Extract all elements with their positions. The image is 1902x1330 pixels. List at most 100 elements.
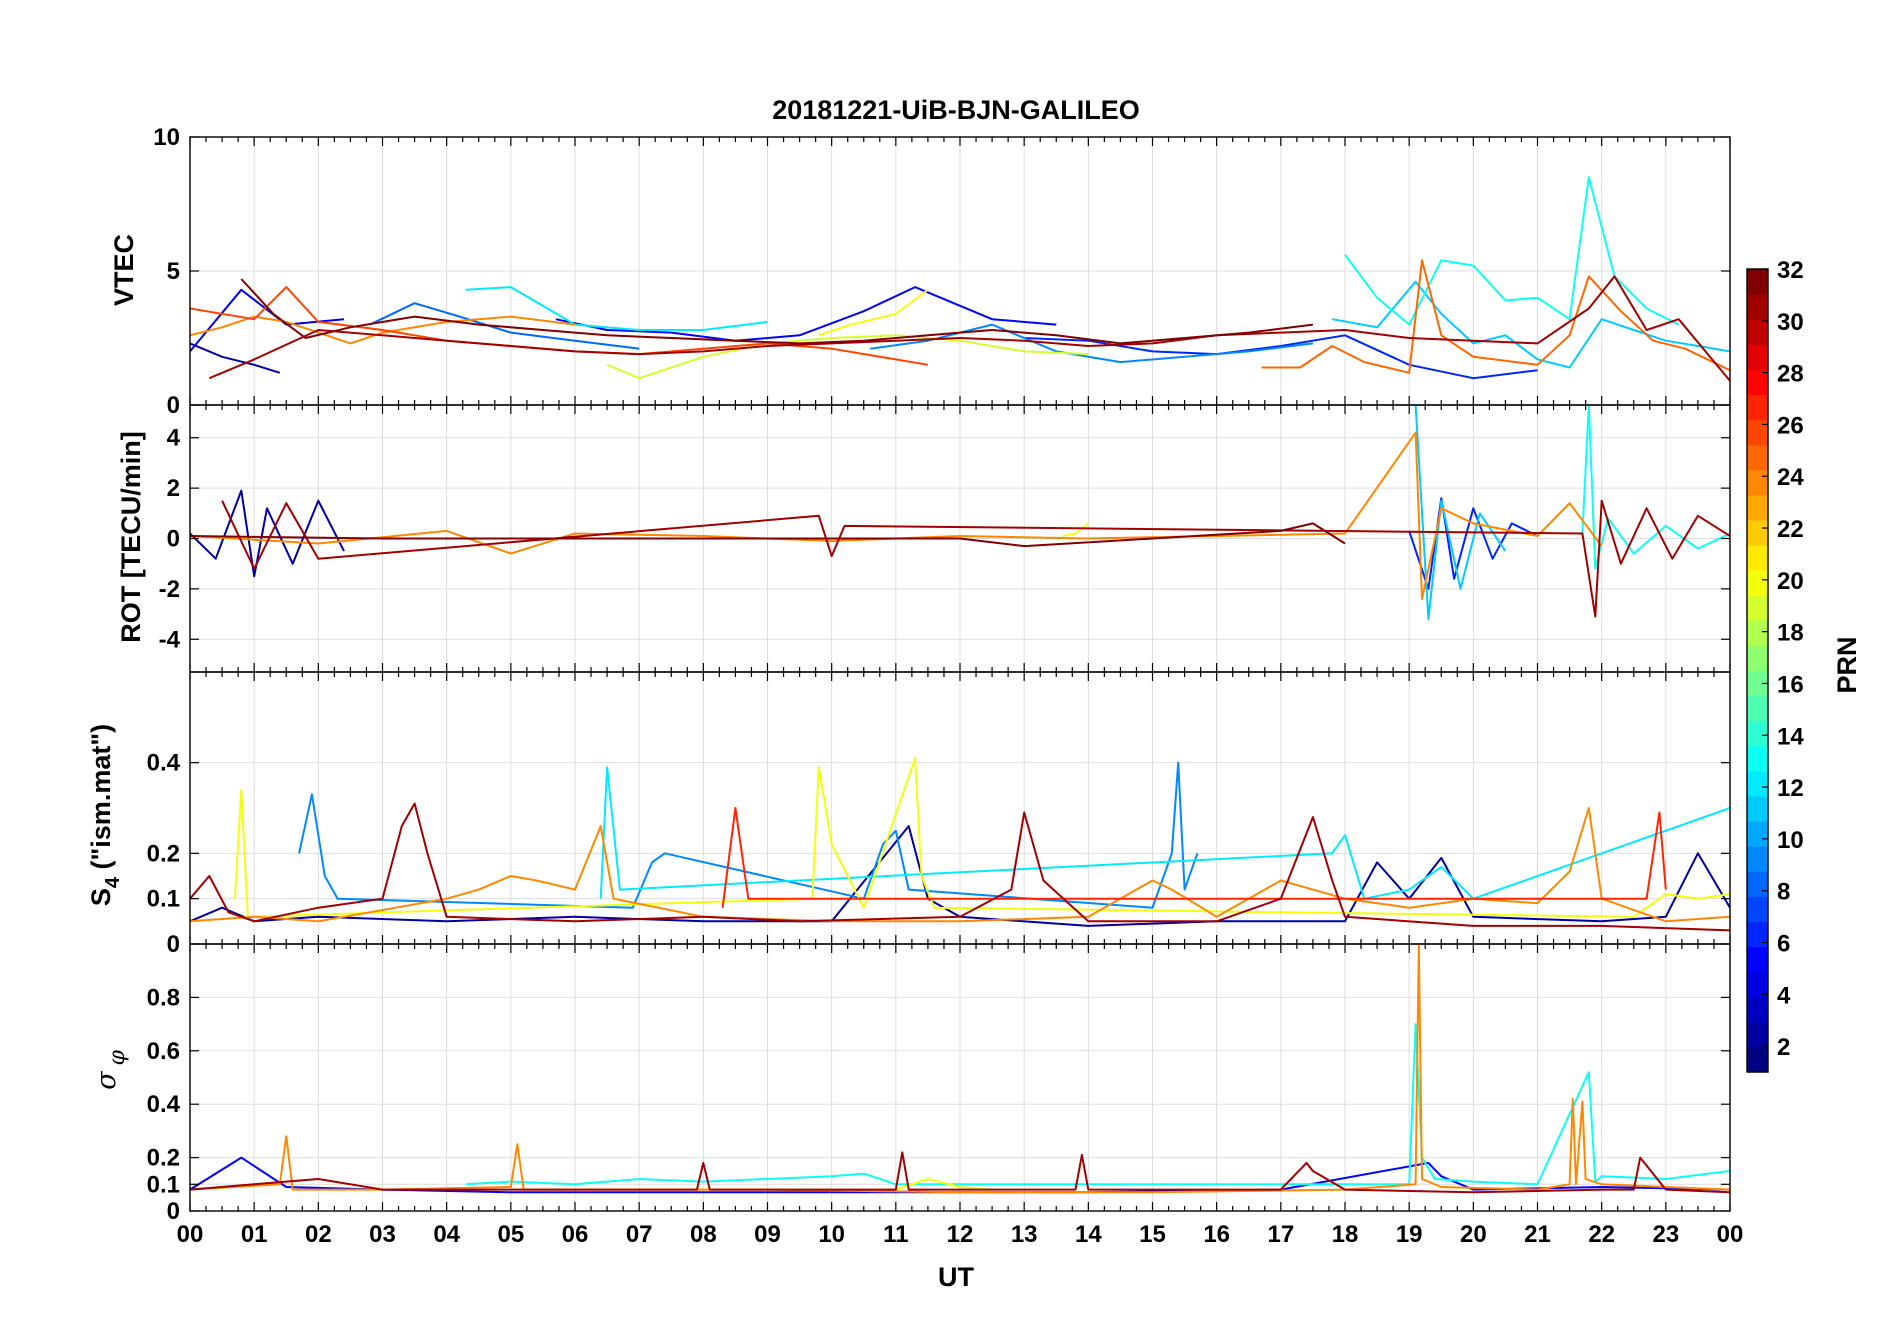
colorbar-swatch (1747, 369, 1768, 396)
s4-series-prn-24 (190, 807, 1730, 923)
colorbar-tick-label: 24 (1777, 464, 1804, 491)
x-tick-label: 15 (1139, 1221, 1166, 1248)
sigma_phi-ytick-label: 0.6 (147, 1038, 180, 1065)
s4-series-prn-9 (298, 761, 1199, 909)
x-tick-labels: 00 01 02 03 04 05 06 07 08 09 10 11 12 13 14 15 16 17 18 19… (177, 1221, 1744, 1248)
rot-ytick-label: 0 (167, 526, 180, 553)
x-tick-label: 07 (626, 1221, 653, 1248)
s4-series-prn-12 (599, 766, 1730, 900)
rot-ytick-label: -2 (159, 576, 180, 603)
colorbar-tick-label: 22 (1777, 516, 1804, 543)
vtec-series-prn-31 (208, 275, 1730, 382)
colorbar-swatch (1747, 319, 1768, 345)
colorbar-swatch (1747, 670, 1768, 697)
colorbar-swatch (1747, 1021, 1768, 1048)
colorbar-swatch (1747, 996, 1768, 1023)
colorbar-swatch (1747, 971, 1768, 998)
vtec-series-prn-11 (1332, 280, 1730, 369)
rot-ytick-label: 4 (167, 425, 181, 452)
rot-series-prn-31 (221, 499, 1730, 618)
colorbar-swatch (1747, 921, 1768, 948)
x-tick-label: 06 (562, 1221, 589, 1248)
x-tick-label: 00 (1717, 1221, 1744, 1248)
vtec-ytick-label: 0 (167, 392, 180, 419)
vtec-series-prn-25 (1261, 259, 1730, 374)
x-tick-label: 01 (241, 1221, 268, 1248)
colorbar-tick-label: 14 (1777, 723, 1804, 750)
rot-ytick-label: 2 (167, 475, 180, 502)
vtec-series-prn-5 (555, 286, 1057, 342)
panel-rot: ROT [TECU/min] -4 -2 0 2 4 (116, 404, 1731, 673)
colorbar-swatch (1747, 795, 1768, 822)
colorbar-swatch (1747, 821, 1768, 847)
x-tick-label: 09 (754, 1221, 781, 1248)
panel-s4: S4 ("ism.mat") 0 0.1 0.2 0.4 (86, 671, 1731, 958)
sigma_phi-series-prn-31 (190, 1151, 1730, 1194)
colorbar-swatch (1747, 745, 1768, 772)
sigma_phi-ytick-label: 0 (167, 1198, 180, 1225)
x-tick-label: 19 (1396, 1221, 1423, 1248)
s4-series-prn-20 (233, 757, 1730, 918)
colorbar-swatch (1747, 1046, 1768, 1073)
chart-title: 20181221-UiB-BJN-GALILEO (772, 95, 1140, 125)
colorbar-tick-label: 28 (1777, 361, 1804, 388)
vtec-series-prn-24 (190, 315, 576, 345)
x-tick-label: 21 (1524, 1221, 1551, 1248)
colorbar-swatch (1747, 294, 1768, 320)
colorbar-swatch (1747, 494, 1768, 521)
vtec-ytick-label: 10 (153, 124, 180, 151)
sigma_phi-series-prn-13 (465, 1023, 1730, 1186)
x-tick-label: 17 (1267, 1221, 1294, 1248)
vtec-series-prn-4 (190, 288, 345, 353)
sigma-ylabel-phi: φ (105, 1049, 130, 1065)
s4-series-prn-27 (721, 807, 1667, 908)
x-tick-label: 18 (1332, 1221, 1359, 1248)
vtec-series-prn-2 (190, 342, 281, 374)
rot-series-prn-20 (1062, 522, 1089, 537)
x-tick-label: 12 (947, 1221, 974, 1248)
x-tick-label: 10 (818, 1221, 845, 1248)
colorbar-swatch (1747, 570, 1768, 596)
sigma-ylabel: σφ (91, 1049, 130, 1089)
colorbar-swatch (1747, 519, 1768, 546)
colorbar-tick-label: 4 (1777, 982, 1791, 1009)
x-tick-label: 03 (369, 1221, 396, 1248)
vtec-series-prn-20 (818, 289, 929, 337)
s4-ytick-label: 0.2 (147, 840, 180, 867)
x-tick-label: 14 (1075, 1221, 1102, 1248)
s4-series-prn-2 (190, 825, 1730, 927)
x-tick-label: 22 (1588, 1221, 1615, 1248)
colorbar-swatch (1747, 720, 1768, 747)
panel-sigma-phi: σφ 00.10.2 0.4 0.6 0.8 (91, 943, 1731, 1225)
x-tick-label: 23 (1652, 1221, 1679, 1248)
s4-ytick-label: 0.1 (147, 886, 180, 913)
colorbar-swatch (1747, 896, 1768, 923)
vtec-series-prn-13 (1344, 176, 1680, 326)
vtec-ytick-label: 5 (167, 258, 180, 285)
rot-series-prn-24 (190, 431, 1603, 600)
colorbar-swatch (1747, 394, 1768, 421)
colorbar-tick-label: 8 (1777, 879, 1790, 906)
colorbar-swatch (1747, 269, 1768, 295)
rot-series-group (190, 405, 1730, 621)
rot-series-prn-6 (1408, 497, 1538, 590)
x-tick-label: 04 (433, 1221, 460, 1248)
x-tick-label: 08 (690, 1221, 717, 1248)
colorbar-swatch (1747, 846, 1768, 872)
colorbar-tick-label: 6 (1777, 930, 1790, 957)
s4-ylabel-rest: ("ism.mat") (86, 724, 116, 877)
x-tick-label: 16 (1203, 1221, 1230, 1248)
x-tick-label: 20 (1460, 1221, 1487, 1248)
colorbar-tick-label: 12 (1777, 775, 1804, 802)
s4-series-prn-31 (190, 802, 1730, 932)
s4-ylabel-sub: 4 (102, 876, 124, 888)
s4-ytick-label: 0.4 (147, 750, 181, 777)
colorbar-swatch (1747, 770, 1768, 797)
colorbar-swatch (1747, 871, 1768, 897)
x-tick-label: 13 (1011, 1221, 1038, 1248)
colorbar-tick-label: 30 (1777, 309, 1804, 336)
sigma_phi-ytick-label: 0.4 (147, 1091, 181, 1118)
colorbar-swatch (1747, 595, 1768, 621)
